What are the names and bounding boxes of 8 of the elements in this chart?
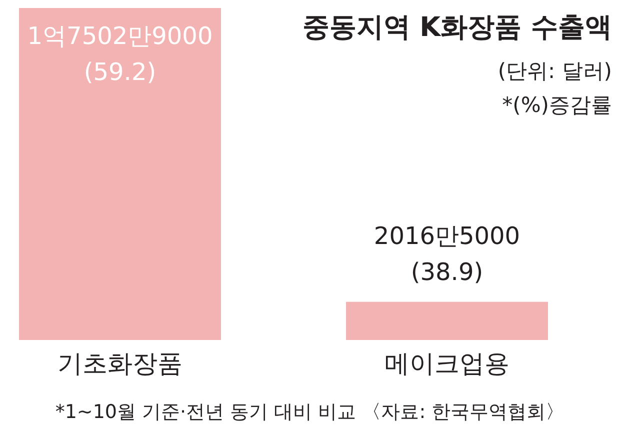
chart-title: 중동지역 K화장품 수출액 (302, 12, 612, 43)
x-tick-label: 메이크업용 (384, 349, 510, 378)
text: (단위: 달러) (498, 59, 612, 83)
annotation: *(%)증감률 (502, 93, 612, 117)
text: *1~10월 기준·전년 동기 대비 비교 〈자료: 한국무역협회〉 (55, 401, 565, 423)
annotation: 1억7502만9000 (59.2) (27, 22, 213, 86)
x-tick-label: 기초화장품 (58, 349, 182, 378)
annotation: 2016만5000 (38.9) (374, 222, 520, 286)
